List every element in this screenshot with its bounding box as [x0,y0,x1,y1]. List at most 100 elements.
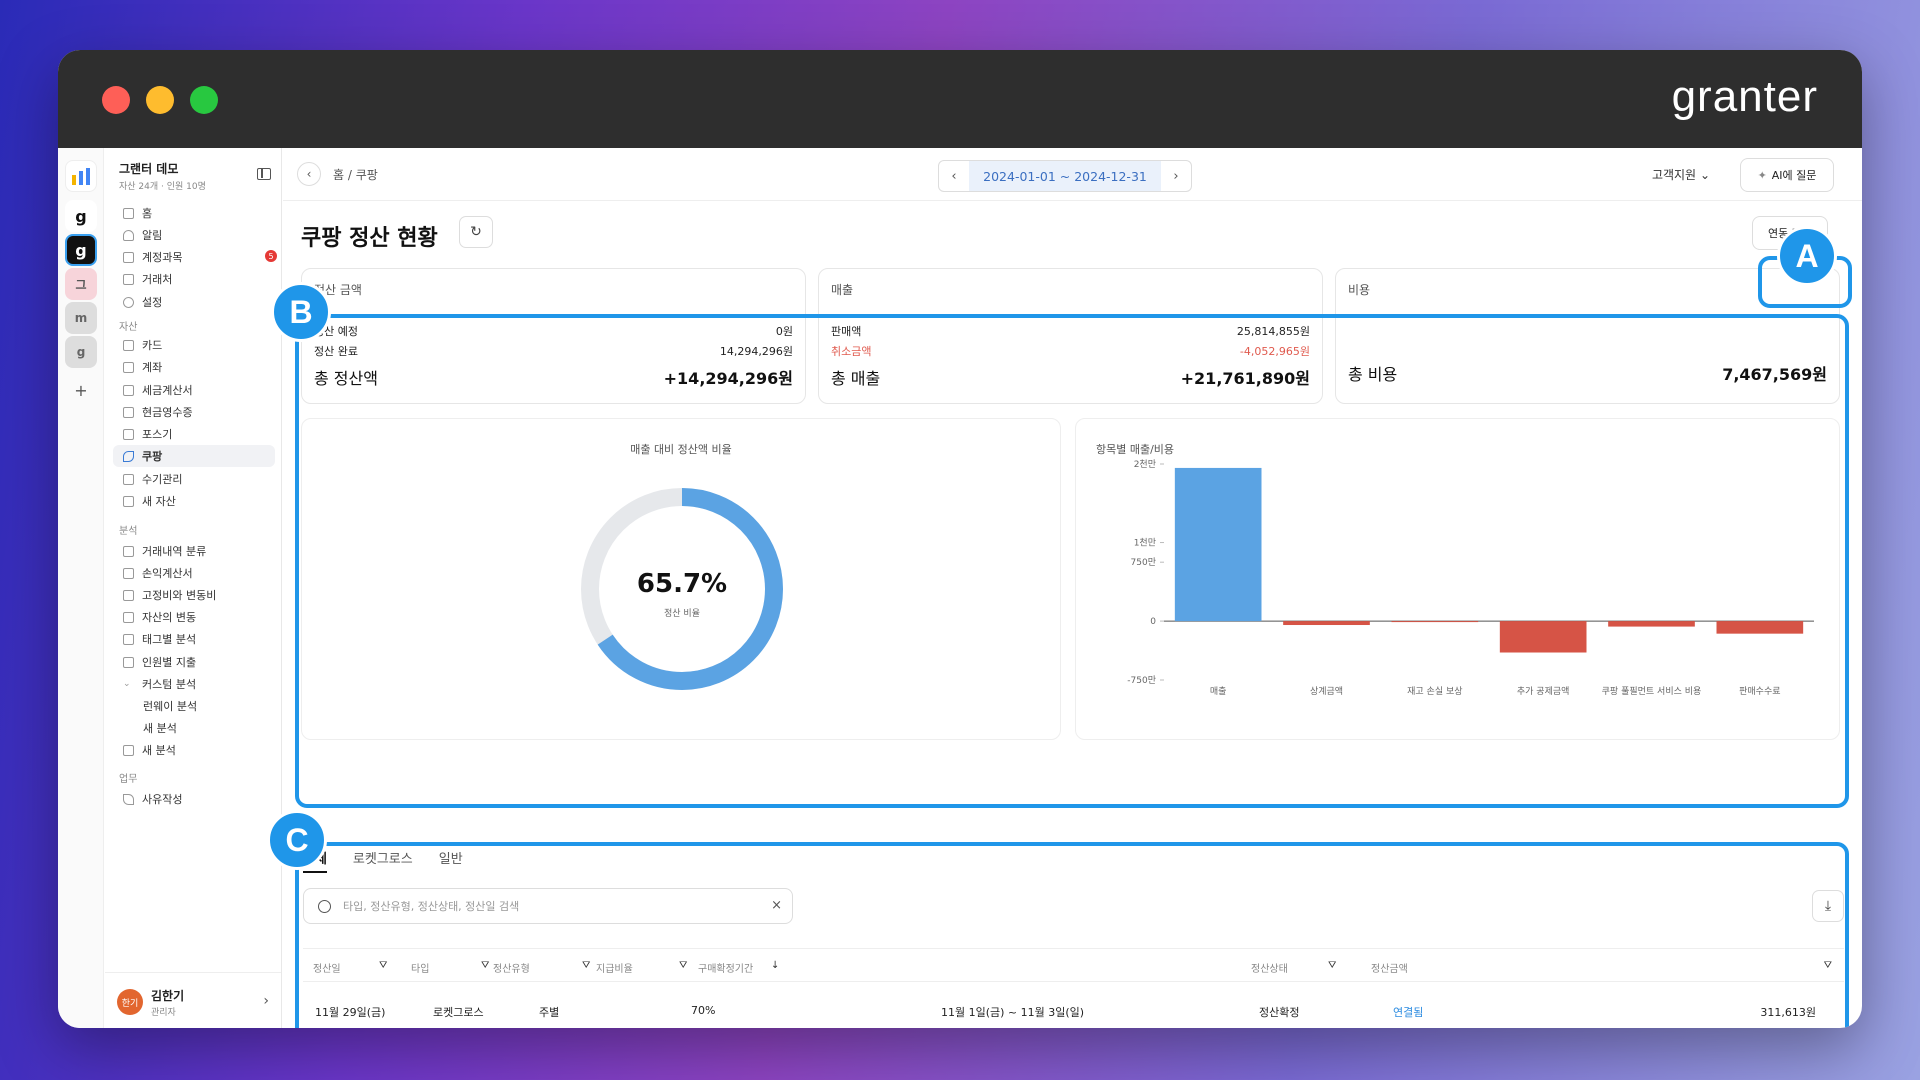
breadcrumb: 홈 / 쿠팡 [333,168,378,182]
sidebar-item-bank[interactable]: 계좌 [113,356,275,378]
donut-value: 65.7% [636,569,728,599]
workspace-g3[interactable]: g [65,336,97,368]
support-dropdown[interactable]: 고객지원 ⌄ [1651,168,1710,182]
chevron-down-icon: ⌄ [123,678,131,689]
sidebar-item-settings[interactable]: 설정 [113,291,275,313]
sidebar-item-asset-change[interactable]: 자산의 변동 [113,606,275,628]
filter-icon[interactable]: ⛛ [679,960,688,971]
sidebar-item-accounts[interactable]: 계정과목 [113,246,275,268]
tab-general[interactable]: 일반 [438,852,463,867]
page-title: 쿠팡 정산 현황 [301,226,438,251]
sidebar-item-alerts[interactable]: 알림 [113,224,275,246]
sidebar-item-partners[interactable]: 거래처 [113,268,275,290]
classify-icon [123,545,134,557]
chart-app-icon[interactable] [65,160,97,192]
date-range-picker[interactable]: ‹ 2024-01-01 ~ 2024-12-31 › [938,160,1192,192]
plus-icon [123,744,134,756]
filter-icon[interactable]: ⛛ [481,960,490,971]
sidebar-item-new-analysis-sub[interactable]: 새 분석 [143,722,177,735]
workspace-ko[interactable]: 그 [65,268,97,300]
gear-icon [123,296,134,308]
bar-chart-panel: 항목별 매출/비용 2천만 1천만 750만 0 -750만 매출 상계금액 재고 손실 보상… [1075,418,1840,740]
card-title: 비용 [1348,283,1371,297]
sidebar-item-tag-analysis[interactable]: 태그별 분석 [113,628,275,650]
minimize-window-button[interactable] [146,86,174,114]
col-ratio[interactable]: 지급비율 [596,964,633,975]
col-status[interactable]: 정산상태 [1251,964,1288,975]
sidebar-item-person-exp[interactable]: 인원별 지출 [113,651,275,673]
sidebar-item-cash-receipt[interactable]: 현금영수증 [113,401,275,423]
avatar: 한기 [117,989,143,1015]
table-row[interactable]: 11월 29일(금) 로켓그로스 주별 70% 11월 1일(금) ~ 11월 … [303,982,1844,1028]
bar [1391,621,1479,623]
filter-icon[interactable]: ⛛ [582,960,591,971]
pos-icon [123,428,134,440]
col-kind[interactable]: 정산유형 [493,964,530,975]
sidebar-item-runway[interactable]: 런웨이 분석 [143,700,198,713]
sidebar-item-manual[interactable]: 수기관리 [113,468,275,490]
maximize-window-button[interactable] [190,86,218,114]
filter-icon[interactable]: ⛛ [379,960,388,971]
user-name: 김한기 [151,989,185,1003]
sales-card: 매출 판매액 25,814,855원 취소금액 -4,052,965원 총 매출 +2… [818,268,1323,404]
settlement-card: 정산 금액 정산 예정 0원 정산 완료 14,294,296원 총 정산액 +14,… [301,268,806,404]
back-button[interactable]: ‹ [297,162,321,186]
app-window: granter g g 그 m g + 그랜터 데모 자산 24개 · 인원 1… [58,50,1862,1028]
cost-card: 비용 총 비용 7,467,569원 [1335,268,1840,404]
sales-total: 총 매출 +21,761,890원 [831,369,1310,388]
donut-panel: 매출 대비 정산액 비율 65.7% 정산 비율 [301,418,1061,740]
report-icon [123,567,134,579]
col-amount[interactable]: 정산금액 [1371,964,1408,975]
next-range-button[interactable]: › [1173,168,1179,184]
col-period[interactable]: 구매확정기간 [698,964,754,975]
cell-kind: 주별 [539,1006,560,1019]
sidebar-collapse-icon[interactable] [257,168,271,180]
org-info[interactable]: 그랜터 데모 자산 24개 · 인원 10명 [119,160,206,192]
cell-link[interactable]: 연결됨 [1393,1006,1424,1019]
add-workspace-button[interactable]: + [74,380,88,400]
ai-question-button[interactable]: ✦ AI에 질문 [1740,158,1834,192]
pencil-icon [123,473,134,485]
workspace-g1[interactable]: g [65,200,97,232]
bank-icon [123,361,134,373]
bar [1283,621,1370,626]
user-profile[interactable]: 한기 김한기 관리자 › [105,972,281,1028]
home-icon [123,207,134,219]
workspace-m[interactable]: m [65,302,97,334]
top-bar: ‹ 홈 / 쿠팡 ‹ 2024-01-01 ~ 2024-12-31 › 고객지… [283,148,1862,201]
y-tick-label: -750만 [1127,675,1156,686]
sidebar-item-coupang[interactable]: 쿠팡 [113,445,275,467]
filter-icon[interactable]: ⛛ [1328,960,1337,971]
sidebar-item-pl[interactable]: 손익계산서 [113,562,275,584]
workspace-rail: g g 그 m g + [58,148,104,1028]
filter-icon[interactable]: ⛛ [1823,960,1832,971]
sort-down-icon[interactable]: ↓ [771,960,780,971]
sales-row-cancel: 취소금액 -4,052,965원 [831,345,1310,358]
sidebar-item-home[interactable]: 홈 [113,202,275,224]
close-window-button[interactable] [102,86,130,114]
download-button[interactable]: ⤓ [1812,890,1844,922]
sidebar-item-tax-invoice[interactable]: 세금계산서 [113,379,275,401]
col-type[interactable]: 타입 [411,964,430,975]
sidebar-item-new-analysis[interactable]: 새 분석 [113,739,275,761]
search-input[interactable]: 타입, 정산유형, 정산상태, 정산일 검색 × [303,888,793,924]
sidebar-item-custom[interactable]: ⌄ 커스텀 분석 [123,678,197,691]
y-tick-label: 0 [1150,617,1156,627]
sidebar-item-txn-class[interactable]: 거래내역 분류 [113,540,275,562]
section-work: 업무 [119,774,138,785]
sidebar-item-reason[interactable]: 사유작성 [113,788,275,810]
sidebar-item-new-asset[interactable]: 새 자산 [113,490,275,512]
main-content: ‹ 홈 / 쿠팡 ‹ 2024-01-01 ~ 2024-12-31 › 고객지… [267,148,1862,1028]
sidebar-item-pos[interactable]: 포스기 [113,423,275,445]
prev-range-button[interactable]: ‹ [951,168,957,184]
date-range-value[interactable]: 2024-01-01 ~ 2024-12-31 [969,161,1161,191]
col-date[interactable]: 정산일 [313,964,341,975]
sidebar-item-fixed-var[interactable]: 고정비와 변동비 [113,584,275,606]
sidebar-item-card[interactable]: 카드 [113,334,275,356]
clear-icon[interactable]: × [771,898,782,913]
workspace-g2[interactable]: g [65,234,97,266]
refresh-button[interactable]: ↻ [459,216,493,248]
plus-icon [123,495,134,507]
tab-rocket-growth[interactable]: 로켓그로스 [352,852,413,867]
